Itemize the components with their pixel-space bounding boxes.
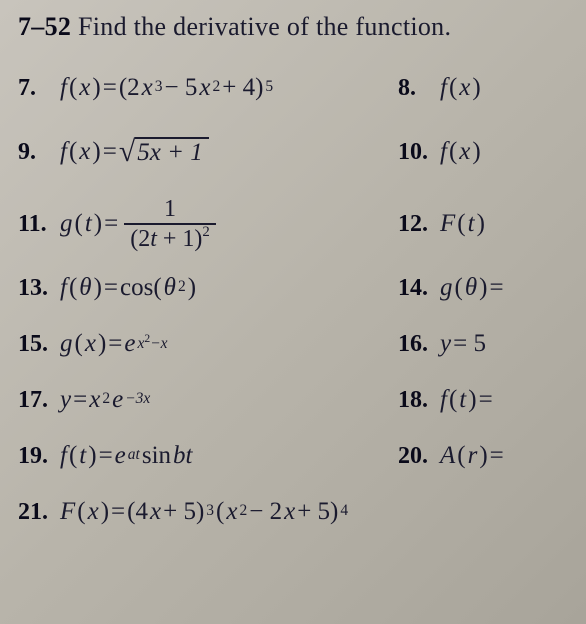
problem-number: 17.	[18, 387, 60, 414]
problem-number: 18.	[398, 387, 440, 414]
problem-expression: f(θ) = cos(θ2)	[60, 274, 196, 302]
problem-expression: F(x) = (4x + 5)3(x2 − 2x + 5)4	[60, 498, 348, 526]
problem-expression: f(x)	[440, 74, 481, 102]
problem-number: 13.	[18, 275, 60, 302]
problem-number: 9.	[18, 139, 60, 166]
problem-expression: g(t) = 1 (2t + 1)2	[60, 196, 220, 252]
problem-row: 9. f(x) = √ 5x + 1 10. f(x)	[18, 116, 586, 188]
problem-row: 19. f(t) = eat sin bt 20. A(r) =	[18, 428, 586, 484]
problem-expression: f(x) = √ 5x + 1	[60, 137, 209, 167]
problem-row: 11. g(t) = 1 (2t + 1)2 12. F(t)	[18, 188, 586, 260]
problem-number: 14.	[398, 275, 440, 302]
problem-number: 12.	[398, 211, 440, 238]
problem-row: 15. g(x) = ex2−x 16. y = 5	[18, 316, 586, 372]
problem-expression: A(r) =	[440, 442, 504, 470]
problem-range: 7–52	[18, 12, 71, 41]
problem-list: 7. f(x) = (2x3 − 5x2 + 4)5 8. f(x) 9. f(…	[18, 60, 586, 540]
section-header: 7–52 Find the derivative of the function…	[18, 12, 586, 42]
problem-number: 10.	[398, 139, 440, 166]
problem-expression: f(x)	[440, 138, 481, 166]
problem-expression: F(t)	[440, 210, 485, 238]
problem-expression: f(t) = eat sin bt	[60, 442, 192, 470]
instruction-text: Find the derivative of the function.	[71, 12, 451, 41]
problem-expression: y = 5	[440, 330, 486, 358]
problem-number: 15.	[18, 331, 60, 358]
problem-row: 7. f(x) = (2x3 − 5x2 + 4)5 8. f(x)	[18, 60, 586, 116]
problem-expression: y = x2e−3x	[60, 386, 150, 414]
problem-expression: f(x) = (2x3 − 5x2 + 4)5	[60, 74, 273, 102]
problem-number: 16.	[398, 331, 440, 358]
problem-number: 11.	[18, 211, 60, 238]
problem-row: 21. F(x) = (4x + 5)3(x2 − 2x + 5)4	[18, 484, 586, 540]
sqrt-icon: √ 5x + 1	[119, 137, 209, 167]
problem-row: 13. f(θ) = cos(θ2) 14. g(θ) =	[18, 260, 586, 316]
problem-number: 7.	[18, 75, 60, 102]
fraction: 1 (2t + 1)2	[124, 196, 216, 252]
problem-row: 17. y = x2e−3x 18. f(t) =	[18, 372, 586, 428]
problem-expression: f(t) =	[440, 386, 493, 414]
problem-number: 8.	[398, 75, 440, 102]
problem-number: 21.	[18, 499, 60, 526]
problem-number: 20.	[398, 443, 440, 470]
problem-expression: g(θ) =	[440, 274, 504, 302]
problem-number: 19.	[18, 443, 60, 470]
problem-expression: g(x) = ex2−x	[60, 330, 168, 358]
